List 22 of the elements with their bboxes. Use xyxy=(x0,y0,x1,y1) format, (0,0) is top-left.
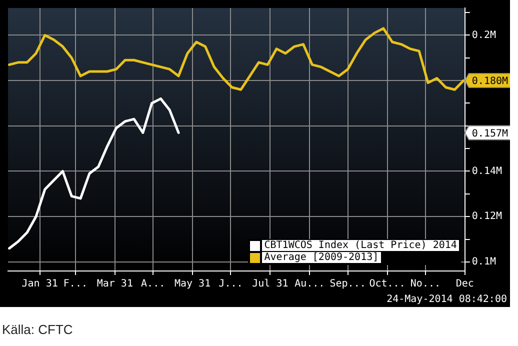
text: 24-May-2014 08:42:00 xyxy=(386,294,508,305)
x-tick-label: Sep... xyxy=(330,278,366,290)
y-tick-label: 0.1M xyxy=(472,256,496,268)
x-tick-label: Jul 31 xyxy=(252,278,288,290)
text: Källa: CFTC xyxy=(2,322,73,337)
y-tick-label: 0.12M xyxy=(472,211,502,222)
x-tick-label: Oct... xyxy=(369,278,406,290)
x-tick-label: Au... xyxy=(294,278,325,290)
x-tick-label: F... xyxy=(63,278,88,290)
y-tick-label: 0.2M xyxy=(472,30,496,41)
x-tick-label: Mar 31 xyxy=(96,278,133,290)
x-tick-label: No... xyxy=(410,278,440,290)
legend-label: Average [2009-2013] xyxy=(262,252,381,263)
x-tick-label: A... xyxy=(141,278,166,290)
x-tick-label: Dec xyxy=(456,278,474,290)
text: 0.180M xyxy=(472,76,508,88)
legend-label: CBT1WCOS Index (Last Price) 2014 xyxy=(262,240,459,251)
x-tick-label: May 31 xyxy=(174,278,211,290)
x-tick-label: Jan 31 xyxy=(22,278,58,290)
text: 0.157M xyxy=(472,128,508,140)
x-tick-label: J... xyxy=(218,278,243,290)
y-tick-label: 0.14M xyxy=(472,166,502,177)
